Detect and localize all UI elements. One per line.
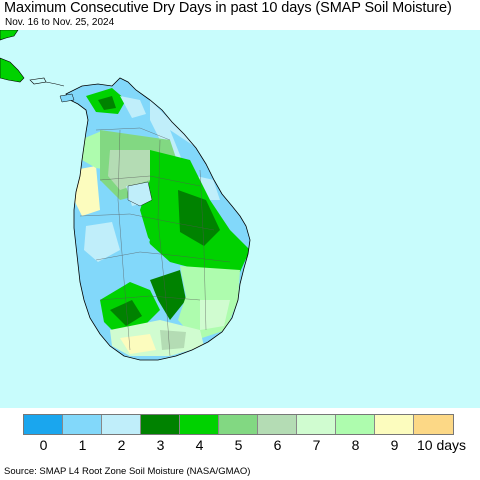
legend-labels: 0 1 2 3 4 5 6 7 8 9 10 days: [0, 437, 480, 455]
map-subtitle: Nov. 16 to Nov. 25, 2024: [5, 17, 115, 28]
jaffna-islands: [59, 93, 75, 103]
legend-label-4: 4: [195, 437, 204, 453]
legend-label-0: 0: [39, 437, 48, 453]
legend-label-2: 2: [117, 437, 126, 453]
legend-color-bar: [23, 414, 454, 435]
india-coast: [0, 30, 19, 41]
adams-bridge: [45, 81, 65, 87]
legend-swatch-9: [375, 415, 414, 434]
legend-swatch-10: [414, 415, 453, 434]
legend-label-8: 8: [351, 437, 360, 453]
map-title: Maximum Consecutive Dry Days in past 10 …: [4, 0, 452, 16]
legend-label-7: 7: [312, 437, 321, 453]
legend-swatch-3: [141, 415, 180, 434]
legend-swatch-5: [219, 415, 258, 434]
legend-label-10: 10 days: [416, 437, 467, 453]
legend-swatch-6: [258, 415, 297, 434]
sri-lanka-outline: [65, 77, 251, 361]
legend-label-9: 9: [390, 437, 399, 453]
source-note: Source: SMAP L4 Root Zone Soil Moisture …: [4, 466, 251, 477]
india-tip: [0, 57, 25, 83]
legend-swatch-0: [24, 415, 63, 434]
sri-lanka-dry-days-map: [0, 30, 480, 408]
legend-swatch-8: [336, 415, 375, 434]
legend-label-5: 5: [234, 437, 243, 453]
legend-label-6: 6: [273, 437, 282, 453]
legend-swatch-2: [102, 415, 141, 434]
legend-label-1: 1: [78, 437, 87, 453]
legend-label-3: 3: [156, 437, 165, 453]
legend-swatch-7: [297, 415, 336, 434]
legend-swatch-4: [180, 415, 219, 434]
legend-swatch-1: [63, 415, 102, 434]
